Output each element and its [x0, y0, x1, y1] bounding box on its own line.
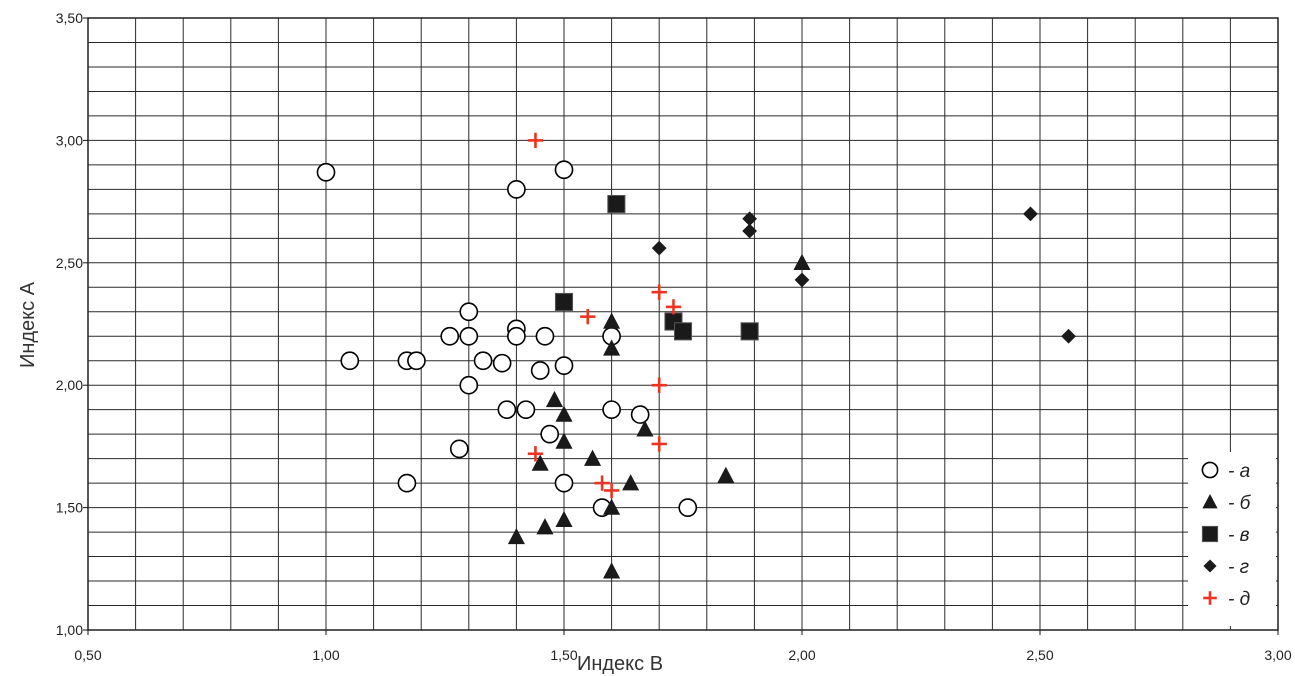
data-point	[555, 405, 573, 422]
legend-marker	[1201, 525, 1219, 543]
x-tick-label: 2,50	[1026, 647, 1053, 663]
series-group	[507, 253, 811, 579]
data-point	[630, 405, 650, 424]
data-point	[651, 436, 667, 452]
legend: - а - б - в - г - д	[1188, 452, 1276, 626]
data-point	[492, 353, 512, 373]
data-point	[554, 356, 574, 375]
legend-marker	[1202, 494, 1218, 509]
data-point	[497, 400, 517, 420]
data-point	[516, 400, 536, 420]
data-point	[554, 473, 574, 493]
data-point	[527, 132, 544, 149]
chart-grid	[87, 17, 1279, 631]
data-point	[536, 518, 554, 535]
data-point	[535, 326, 555, 346]
y-tick-label: 1,50	[56, 500, 83, 516]
data-point	[603, 482, 620, 499]
y-tick-label: 1,00	[56, 622, 83, 638]
data-point	[651, 284, 667, 300]
legend-marker	[1203, 559, 1217, 573]
data-point	[507, 180, 526, 199]
data-point	[540, 424, 560, 444]
legend-marker	[1203, 591, 1217, 605]
series-group	[651, 206, 1076, 344]
y-tick-label: 3,50	[56, 10, 83, 26]
legend-label: - а	[1228, 461, 1250, 482]
data-point	[340, 351, 360, 371]
legend-label: - д	[1228, 589, 1250, 610]
data-point	[665, 299, 682, 315]
data-point	[473, 351, 493, 371]
data-point	[622, 474, 640, 491]
data-point	[603, 498, 621, 515]
data-point	[678, 498, 698, 517]
legend-label: - в	[1228, 525, 1250, 546]
y-tick-label: 2,00	[56, 377, 83, 393]
data-point	[794, 272, 810, 288]
data-point	[740, 322, 759, 341]
data-point	[584, 449, 602, 466]
data-point	[555, 432, 573, 449]
series-group	[527, 132, 682, 499]
y-axis-title: Индекс А	[17, 281, 39, 368]
data-point	[717, 466, 735, 483]
data-points	[316, 132, 1076, 579]
data-point	[407, 351, 426, 371]
data-point	[636, 420, 654, 437]
data-point	[673, 322, 693, 341]
data-point	[1023, 206, 1038, 222]
x-tick-label: 0,50	[74, 647, 101, 663]
data-point	[603, 562, 621, 579]
data-point	[1061, 328, 1076, 344]
legend-label: - б	[1228, 493, 1252, 514]
data-point	[449, 439, 469, 459]
axis-ticks: 0,50 1,00 1,50 2,00 2,50 3,00 1,00 1,50 2,00 2,50…	[56, 10, 1292, 663]
data-point	[530, 361, 550, 380]
x-tick-label: 3,00	[1264, 647, 1291, 663]
data-point	[554, 292, 574, 312]
data-point	[507, 326, 526, 346]
data-point	[507, 527, 525, 545]
series-group	[316, 160, 698, 517]
series-group	[554, 194, 759, 341]
y-tick-label: 3,00	[56, 132, 83, 148]
data-point	[459, 326, 479, 346]
x-tick-label: 1,00	[312, 647, 339, 663]
data-point	[459, 375, 479, 395]
legend-label: - г	[1228, 557, 1249, 578]
legend-marker	[1201, 461, 1219, 479]
x-tick-label: 2,00	[788, 647, 815, 663]
y-tick-label: 2,50	[56, 255, 83, 271]
x-axis-title: Индекс B	[577, 653, 663, 675]
data-point	[580, 309, 596, 325]
data-point	[602, 400, 621, 420]
data-point	[742, 223, 758, 239]
data-point	[651, 377, 667, 393]
data-point	[793, 253, 811, 270]
data-point	[742, 211, 758, 227]
data-point	[607, 194, 626, 214]
data-point	[651, 240, 667, 256]
data-point	[603, 339, 621, 356]
data-point	[527, 446, 544, 462]
data-point	[603, 312, 621, 329]
data-point	[531, 454, 549, 471]
data-point	[459, 302, 479, 322]
x-tick-label: 1,50	[550, 647, 577, 663]
data-point	[554, 160, 574, 180]
data-point	[440, 326, 460, 346]
data-point	[555, 510, 573, 528]
data-point	[316, 162, 336, 182]
data-point	[545, 390, 564, 408]
data-point	[397, 473, 417, 493]
data-point	[594, 475, 610, 491]
